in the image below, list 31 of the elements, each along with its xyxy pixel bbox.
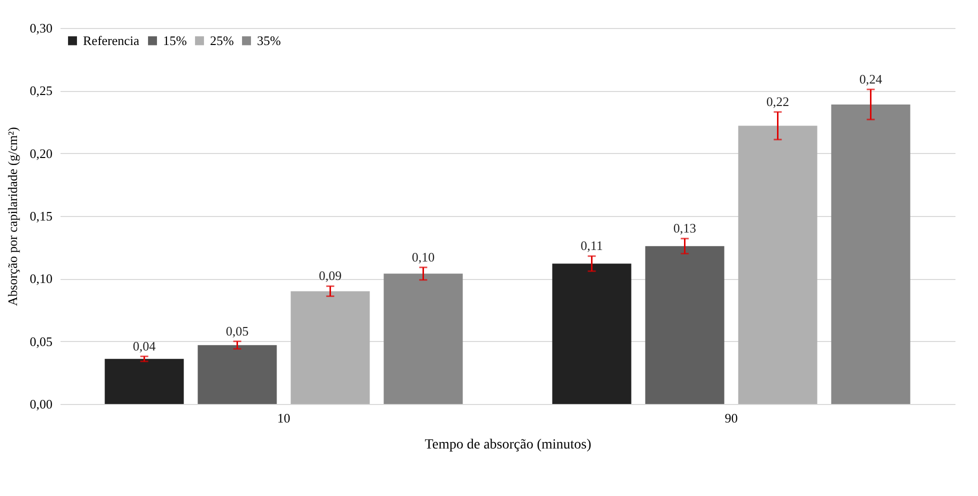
legend-label: 15% [163, 32, 187, 48]
bar [198, 345, 277, 404]
y-axis-title: Absorção por capilaridade (g/cm²) [4, 127, 20, 306]
bar [384, 274, 463, 404]
legend-label: Referencia [83, 32, 140, 48]
y-tick-label: 0,00 [30, 396, 52, 412]
data-label: 0,09 [318, 268, 342, 284]
data-label: 0,22 [766, 94, 790, 109]
bar [104, 358, 184, 404]
y-tick-label: 0,30 [30, 20, 52, 36]
data-label: 0,11 [580, 238, 603, 254]
data-label: 0,10 [412, 249, 435, 264]
x-axis-title: Tempo de absorção (minutos) [424, 438, 592, 452]
x-tick-label: 90 [724, 410, 738, 426]
y-tick-label: 0,15 [30, 208, 52, 224]
bar [831, 104, 910, 404]
data-label: 0,13 [673, 220, 696, 236]
bar [645, 246, 724, 404]
legend-label: 35% [257, 32, 281, 48]
data-label: 0,05 [226, 323, 249, 338]
y-tick-label: 0,20 [30, 146, 52, 161]
bar [290, 291, 370, 404]
bar [738, 126, 818, 404]
legend-label: 25% [210, 32, 234, 48]
data-label: 0,04 [132, 338, 156, 354]
y-tick-label: 0,05 [30, 334, 52, 349]
x-tick-label: 10 [277, 410, 290, 426]
bar [552, 264, 632, 404]
y-tick-label: 0,25 [30, 83, 52, 98]
y-tick-label: 0,10 [30, 271, 52, 286]
data-label: 0,24 [859, 71, 883, 86]
